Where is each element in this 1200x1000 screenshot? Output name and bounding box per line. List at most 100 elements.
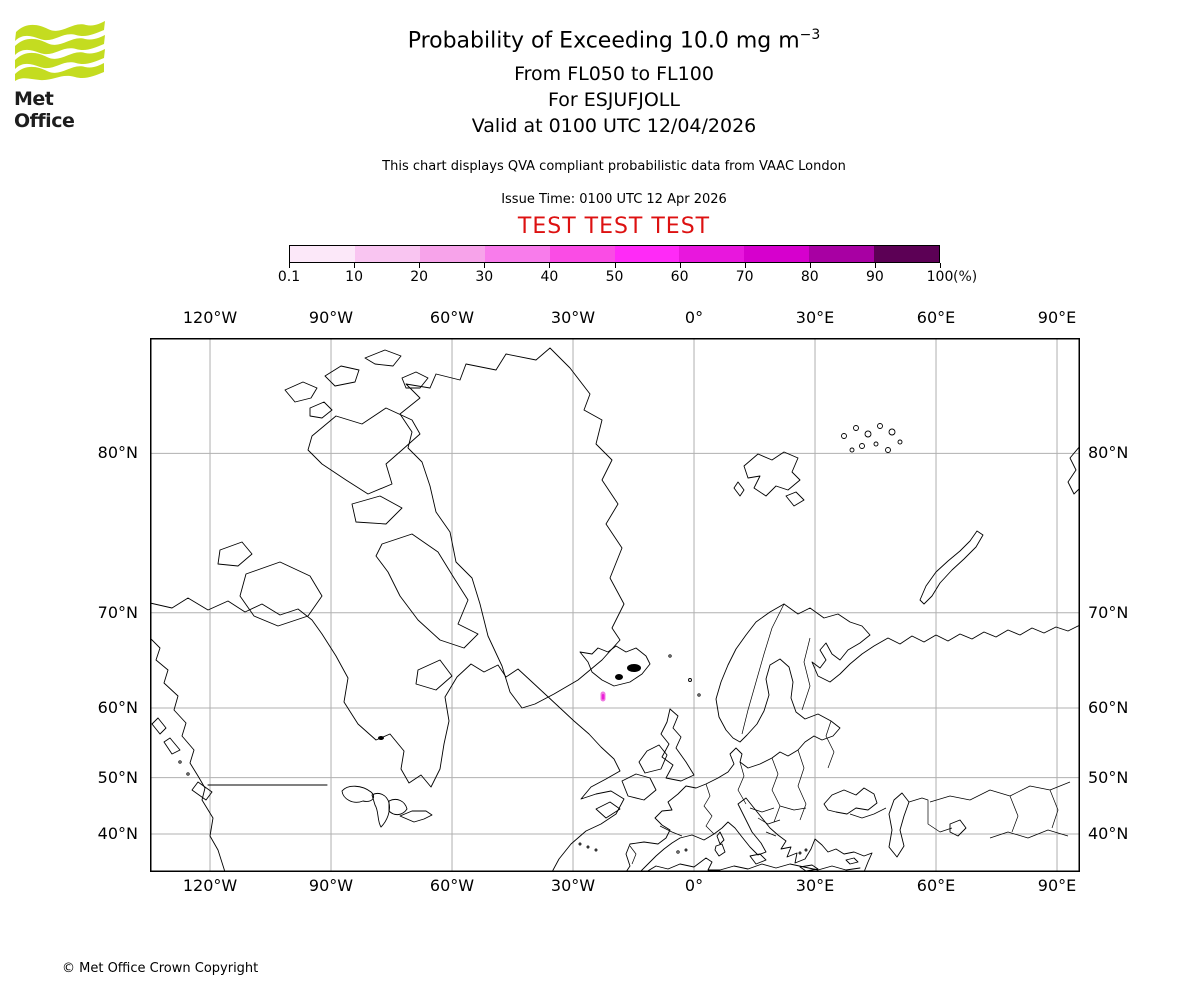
island-novaya-zemlya [919, 530, 984, 605]
lat-label-right: 40°N [1088, 824, 1129, 844]
colorbar-segment [744, 246, 810, 262]
colorbar-segment [419, 246, 485, 262]
coast-right-edge-inlet [1067, 445, 1080, 495]
colorbar-tick-mark [484, 263, 486, 268]
colorbar-unit-label: (%) [953, 269, 978, 285]
colorbar-tick-label: 100 [926, 269, 954, 285]
lake-superior [341, 785, 374, 803]
map-frame [150, 338, 1080, 872]
island-newfoundland [621, 773, 657, 801]
colorbar-tick-mark [679, 263, 681, 268]
copyright-notice: © Met Office Crown Copyright [62, 961, 259, 976]
lat-label-right: 50°N [1088, 767, 1129, 787]
colorbar-tick-label: 0.1 [277, 269, 301, 285]
lon-label-top: 60°E [916, 308, 956, 327]
lake-erie-ontario [399, 810, 433, 823]
met-office-logo-text: Met Office [14, 88, 75, 132]
island-victoria [239, 561, 323, 627]
coast-north-america [150, 597, 625, 872]
aral-sea [949, 819, 967, 837]
coast-greenland [399, 347, 625, 709]
page-title: Probability of Exceeding 10.0 mg m−3 [28, 27, 1200, 53]
lat-label-left: 80°N [97, 443, 138, 463]
compliance-note: This chart displays QVA compliant probab… [382, 159, 846, 174]
lat-label-left: 50°N [97, 767, 138, 787]
colorbar-tick-label: 50 [605, 269, 624, 285]
island-svalbard [733, 451, 805, 507]
coast-ireland [638, 744, 668, 774]
colorbar-segment [874, 246, 940, 262]
coast-mediterranean-north [639, 797, 873, 872]
page-title-text: Probability of Exceeding 10.0 mg m [407, 28, 800, 54]
peninsula-nova-scotia [595, 801, 621, 819]
coast-great-britain [660, 708, 695, 782]
colorbar-tick-mark [809, 263, 811, 268]
colorbar-segment [809, 246, 875, 262]
lon-label-bottom: 60°W [429, 876, 475, 895]
lon-label-bottom: 90°W [308, 876, 354, 895]
issue-time: Issue Time: 0100 UTC 12 Apr 2026 [501, 192, 727, 207]
lat-label-left: 60°N [97, 698, 138, 717]
island-devon [351, 495, 403, 525]
colorbar-tick-mark [614, 263, 616, 268]
lon-label-top: 0° [684, 308, 704, 327]
lon-label-top: 90°W [308, 308, 354, 327]
lon-label-bottom: 0° [684, 876, 704, 895]
country-borders [629, 603, 1071, 865]
colorbar-tick-label: 20 [410, 269, 429, 285]
colorbar-segment [614, 246, 680, 262]
colorbar-tick-label: 40 [540, 269, 559, 285]
island-southampton [415, 659, 453, 691]
med-islands [714, 831, 859, 872]
island-ellesmere [307, 407, 421, 495]
arctic-islands [284, 349, 429, 419]
coast-russia-arctic [783, 603, 1080, 683]
subtitle-volcano: For ESJUFJOLL [548, 89, 680, 111]
lon-label-bottom: 90°E [1037, 876, 1077, 895]
bc-islands [151, 717, 213, 801]
lat-label-right: 80°N [1088, 443, 1129, 463]
lon-label-bottom: 30°E [795, 876, 835, 895]
colorbar-tick-label: 60 [670, 269, 689, 285]
lon-label-top: 120°W [182, 308, 238, 327]
met-office-logo-waves [15, 21, 105, 81]
subtitle-valid-time: Valid at 0100 UTC 12/04/2026 [471, 115, 757, 137]
colorbar-segment [679, 246, 745, 262]
franz-josef-land [841, 423, 903, 453]
colorbar-tick-mark [289, 263, 290, 268]
colorbar-tick-label: 30 [475, 269, 494, 285]
coast-pacific [150, 637, 226, 872]
caspian-sea [888, 792, 910, 858]
colorbar-segment [549, 246, 615, 262]
met-office-logo: Met Office [14, 20, 114, 132]
ash-probability-plume [600, 691, 606, 702]
colorbar-tick-mark [354, 263, 356, 268]
probability-colorbar [289, 245, 940, 263]
lake-huron [388, 798, 408, 816]
lat-label-left: 70°N [97, 602, 138, 622]
graticule-gridlines [150, 338, 1080, 872]
colorbar-tick-label: 70 [735, 269, 754, 285]
colorbar-tick-mark [419, 263, 421, 268]
map-canvas [150, 338, 1080, 872]
lat-label-left: 40°N [97, 824, 138, 844]
lon-label-top: 30°E [795, 308, 835, 327]
colorbar-tick-mark [874, 263, 876, 268]
small-islands [178, 654, 808, 855]
coast-iceland [579, 645, 651, 687]
lon-label-top: 30°W [550, 308, 596, 327]
page-title-exponent: −3 [799, 27, 821, 43]
colorbar-tick-label: 10 [345, 269, 363, 285]
colorbar-segment [484, 246, 550, 262]
colorbar-tick-label: 90 [865, 269, 884, 285]
lon-label-top: 90°E [1037, 308, 1077, 327]
colorbar-tick-mark [744, 263, 746, 268]
colorbar-segment [290, 246, 355, 262]
coast-europe-atlantic [625, 603, 841, 872]
island-banks [217, 541, 253, 567]
lon-label-bottom: 120°W [182, 876, 238, 895]
island-baffin [375, 533, 479, 649]
lat-label-right: 70°N [1088, 602, 1129, 622]
lon-label-top: 60°W [429, 308, 475, 327]
iceland-glaciers [378, 664, 641, 740]
